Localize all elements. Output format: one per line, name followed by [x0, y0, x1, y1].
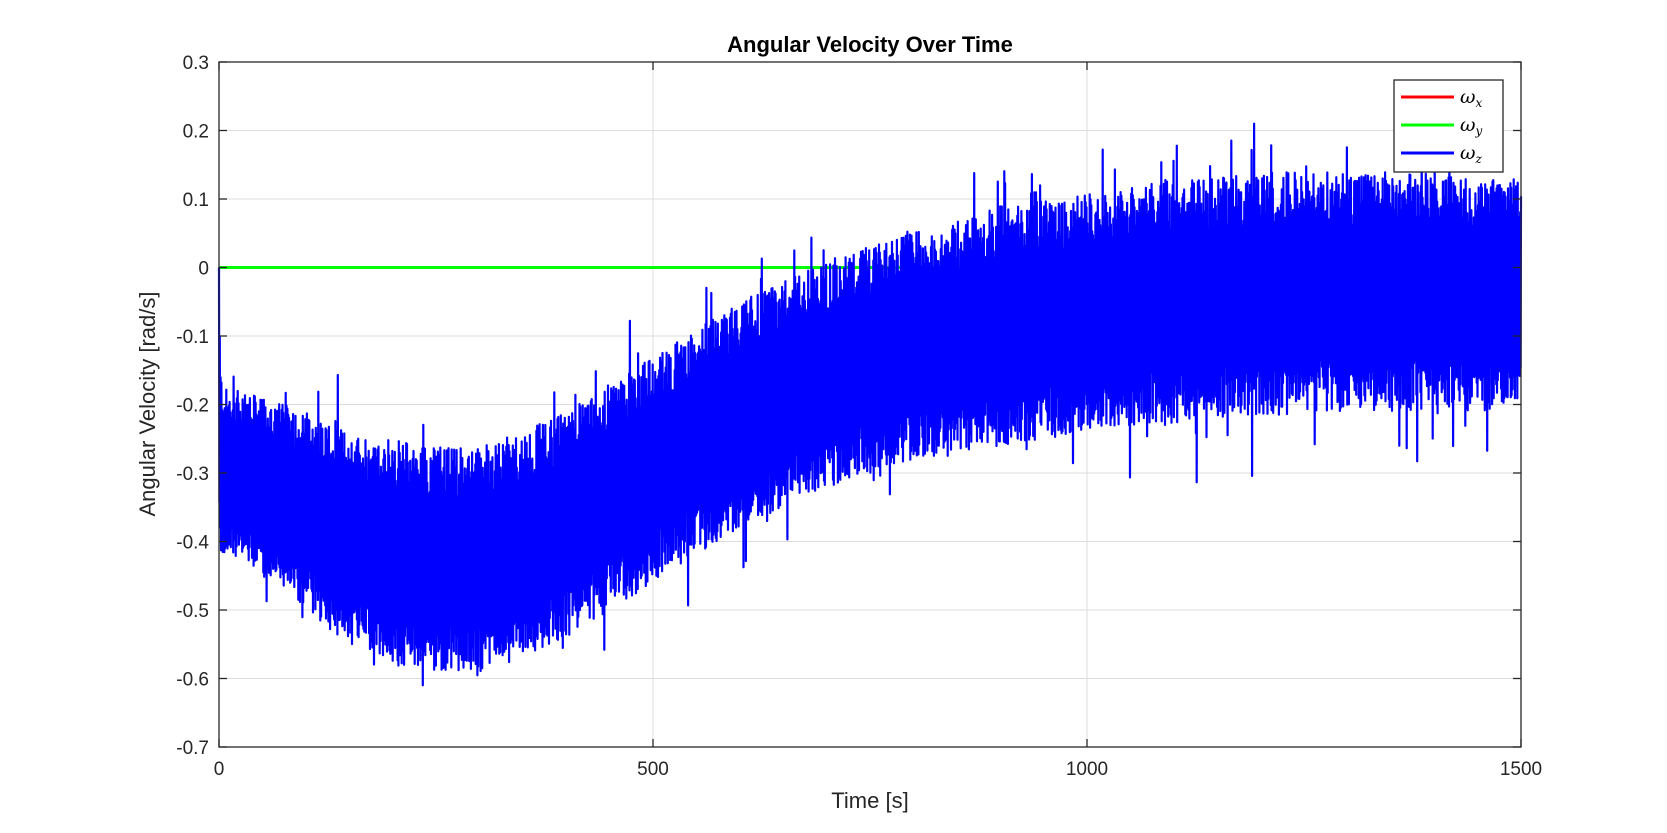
legend-label-omega-z: ω: [1460, 142, 1476, 164]
y-tick-label: -0.7: [176, 738, 209, 759]
x-tick-labels: 0 500 1000 1500: [214, 759, 1542, 780]
chart-title: Angular Velocity Over Time: [727, 32, 1013, 57]
y-axis-label: Angular Velocity [rad/s]: [135, 291, 160, 516]
y-tick-label: -0.5: [176, 601, 209, 622]
y-tick-label: -0.1: [176, 327, 209, 348]
legend-label-omega-x: ω: [1460, 86, 1476, 108]
legend-subscript-z: z: [1475, 152, 1483, 166]
y-tick-label: -0.4: [176, 533, 209, 554]
x-tick-label: 1000: [1066, 759, 1108, 780]
x-tick-label: 0: [214, 759, 225, 780]
y-tick-label: -0.3: [176, 464, 209, 485]
y-tick-label: 0: [198, 259, 209, 280]
legend: ωx ωy ωz: [1393, 79, 1504, 173]
x-tick-label: 1500: [1500, 759, 1542, 780]
x-axis-label: Time [s]: [831, 788, 908, 813]
legend-subscript-x: x: [1476, 96, 1483, 110]
series-line-omega-z: [217, 122, 1523, 687]
series-layer: [217, 122, 1523, 687]
tick-marks: [218, 61, 1522, 748]
y-tick-label: -0.2: [176, 396, 209, 417]
legend-entry-omega-x: ωx: [1460, 86, 1483, 110]
y-tick-label: 0.3: [183, 53, 209, 74]
y-tick-label: 0.2: [183, 122, 209, 143]
y-tick-label: 0.1: [183, 190, 209, 211]
legend-entry-omega-z: ωz: [1460, 142, 1483, 166]
legend-entry-omega-y: ωy: [1460, 114, 1483, 138]
y-tick-label: -0.6: [176, 670, 209, 691]
legend-subscript-y: y: [1475, 124, 1483, 138]
x-tick-label: 500: [637, 759, 669, 780]
legend-label-omega-y: ω: [1460, 114, 1476, 136]
y-tick-labels: -0.7 -0.6 -0.5 -0.4 -0.3 -0.2 -0.1 0 0.1 0.2 0.3: [176, 53, 209, 759]
